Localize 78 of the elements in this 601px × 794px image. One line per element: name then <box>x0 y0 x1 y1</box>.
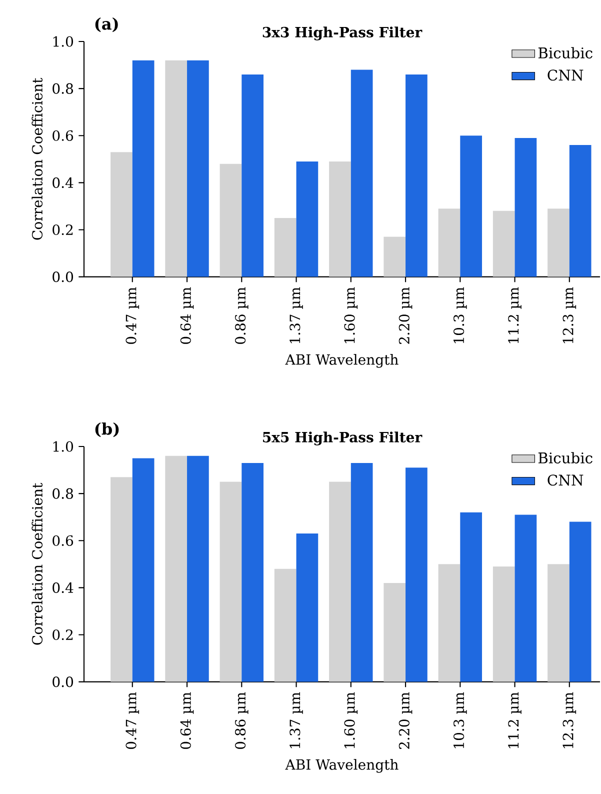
bar <box>132 458 154 682</box>
bar <box>548 564 570 682</box>
x-tick-label: 0.86 µm <box>235 287 248 344</box>
legend-label: Bicubic <box>538 452 592 464</box>
text: (b) <box>95 422 119 438</box>
bar <box>350 462 373 682</box>
bar <box>329 482 351 682</box>
y-tick-label: 1.0 <box>53 36 74 47</box>
bar <box>514 138 537 277</box>
bar <box>220 482 242 682</box>
x-axis-title: ABI Wavelength <box>285 759 398 773</box>
bar <box>110 152 132 277</box>
bar <box>548 208 570 277</box>
bar <box>384 582 406 682</box>
y-tick-label: 0.6 <box>52 130 74 141</box>
y-tick-label: 0.4 <box>52 582 74 593</box>
bar <box>460 136 482 277</box>
bar <box>438 208 460 277</box>
x-tick-label: 1.37 µm <box>290 287 303 344</box>
bar <box>350 70 373 277</box>
chart-title: 3x3 High-Pass Filter <box>262 26 422 40</box>
x-tick-label: 1.60 µm <box>344 287 358 344</box>
bar <box>492 210 515 277</box>
bar <box>296 162 318 277</box>
bar <box>492 566 515 682</box>
bar <box>274 568 296 682</box>
bar <box>165 60 188 277</box>
y-tick-label: 0.6 <box>52 535 74 546</box>
y-tick-label: 0.4 <box>52 177 74 188</box>
x-tick-label: 0.47 µm <box>126 287 140 344</box>
y-tick-label: 0.2 <box>52 224 73 236</box>
text: (a) <box>95 17 118 32</box>
bar <box>274 218 296 277</box>
x-tick-label: 0.47 µm <box>126 692 140 749</box>
bar <box>165 456 188 682</box>
bar <box>406 74 428 277</box>
bar <box>187 60 209 277</box>
y-tick-label: 0.8 <box>52 83 74 94</box>
x-tick-label: 11.2 µm <box>508 692 522 748</box>
bar <box>110 477 132 682</box>
bar <box>438 564 460 682</box>
x-tick-label: 10.3 µm <box>454 287 467 344</box>
bar <box>296 534 318 682</box>
legend-label: CNN <box>548 474 584 486</box>
bar <box>460 512 482 682</box>
y-tick-label: 1.0 <box>53 441 74 452</box>
x-tick-label: 10.3 µm <box>454 692 467 748</box>
x-tick-label: 0.64 µm <box>180 692 194 749</box>
y-tick-label: 0.2 <box>52 629 73 640</box>
x-tick-label: 0.64 µm <box>180 287 194 344</box>
bar <box>132 60 154 277</box>
bar <box>406 468 428 682</box>
bar <box>187 456 209 682</box>
x-axis-title: ABI Wavelength <box>285 354 398 368</box>
x-tick-label: 2.20 µm <box>398 692 412 749</box>
bar <box>384 236 406 277</box>
x-tick-label: 1.37 µm <box>290 692 303 748</box>
bar <box>220 164 242 277</box>
x-tick-label: 12.3 µm <box>562 287 576 344</box>
x-tick-label: 2.20 µm <box>398 287 412 344</box>
bar <box>242 462 264 682</box>
bar <box>242 74 264 277</box>
x-tick-label: 1.60 µm <box>344 692 358 748</box>
y-axis-title: Correlation Coefficient <box>32 482 43 645</box>
y-axis-title: Correlation Coefficient <box>32 78 43 240</box>
legend-label: Bicubic <box>538 47 592 58</box>
bar <box>569 145 592 277</box>
bar <box>329 162 351 277</box>
legend-label: CNN <box>548 70 584 81</box>
y-tick-label: 0.8 <box>52 488 74 499</box>
y-tick-label: 0.0 <box>52 272 74 282</box>
bar <box>514 514 537 682</box>
chart-title: 5x5 High-Pass Filter <box>263 432 422 446</box>
x-tick-label: 12.3 µm <box>562 692 576 748</box>
x-tick-label: 11.2 µm <box>508 287 522 344</box>
y-tick-label: 0.0 <box>52 676 74 688</box>
bar <box>569 522 592 682</box>
x-tick-label: 0.86 µm <box>235 692 248 749</box>
